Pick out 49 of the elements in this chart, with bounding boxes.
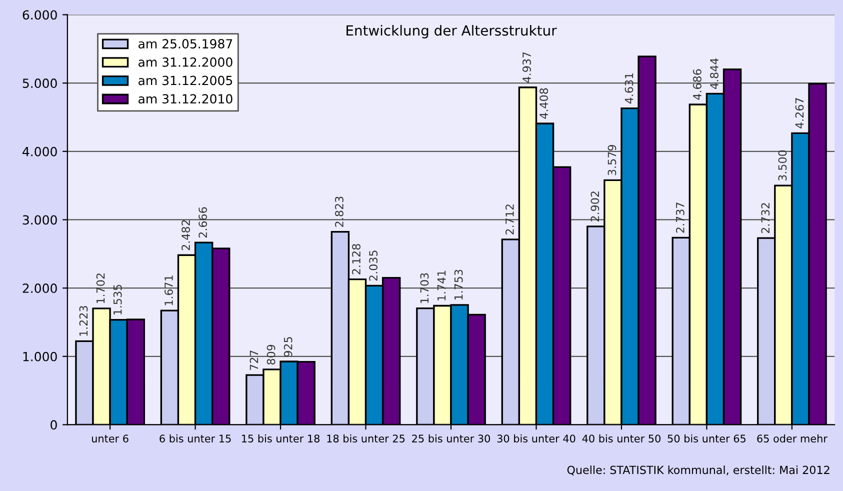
data-label: 4.408 [540, 88, 548, 119]
data-label: 2.035 [369, 250, 378, 281]
legend-label: am 31.12.2010 [138, 94, 232, 104]
data-label: 4.937 [522, 52, 531, 83]
x-tick-label: 18 bis unter 25 [327, 434, 405, 442]
data-label: 2.902 [590, 192, 600, 222]
data-label: 925 [284, 337, 292, 357]
data-label: 4.686 [693, 69, 702, 100]
x-tick-label: 25 bis unter 30 [412, 434, 490, 442]
data-label: 4.844 [710, 58, 718, 90]
data-label: 2.737 [676, 202, 684, 233]
y-tick-label: 2.000 [22, 284, 57, 293]
data-label: 4.267 [795, 98, 804, 128]
legend-label: am 31.12.2005 [138, 76, 232, 86]
data-label: 2.128 [352, 244, 360, 274]
legend-label: am 25.05.1987 [138, 39, 232, 49]
y-tick-label: 0 [50, 420, 57, 430]
data-label: 1.535 [113, 284, 122, 314]
data-label: 1.703 [420, 273, 429, 303]
x-tick-label: 6 bis unter 15 [160, 434, 231, 442]
data-label: 1.671 [164, 276, 173, 306]
data-label: 1.223 [79, 306, 88, 336]
legend-label: am 31.12.2000 [138, 57, 232, 67]
text: Entwicklung der Altersstruktur [346, 24, 557, 38]
data-label: 3.500 [778, 150, 787, 181]
y-tick-label: 1.000 [23, 352, 57, 362]
source-note: Quelle: STATISTIK kommunal, erstellt: Mai 2012 [567, 466, 830, 476]
data-label: 727 [250, 350, 258, 370]
y-tick-label: 6.000 [22, 10, 57, 20]
data-label: 1.741 [437, 270, 446, 300]
data-label: 2.823 [335, 196, 344, 227]
x-tick-label: 50 bis unter 65 [668, 434, 746, 442]
y-tick-label: 5.000 [22, 78, 57, 88]
x-tick-label: 40 bis unter 50 [582, 434, 660, 442]
data-label: 4.631 [624, 73, 634, 104]
x-tick-label: 15 bis unter 18 [242, 434, 320, 442]
y-tick-label: 4.000 [22, 146, 57, 156]
data-label: 1.753 [454, 270, 463, 300]
x-tick-label: unter 6 [92, 434, 128, 442]
data-label: 809 [266, 344, 276, 365]
data-label: 2.666 [198, 207, 208, 238]
data-label: 2.732 [761, 203, 770, 234]
y-tick-label: 3.000 [22, 215, 57, 225]
data-label: 1.702 [96, 274, 105, 304]
x-tick-label: 65 oder mehr [757, 434, 828, 442]
data-label: 2.482 [182, 220, 190, 250]
data-label: 2.712 [505, 204, 514, 234]
data-label: 3.579 [608, 144, 616, 176]
x-tick-label: 30 bis unter 40 [497, 434, 576, 442]
